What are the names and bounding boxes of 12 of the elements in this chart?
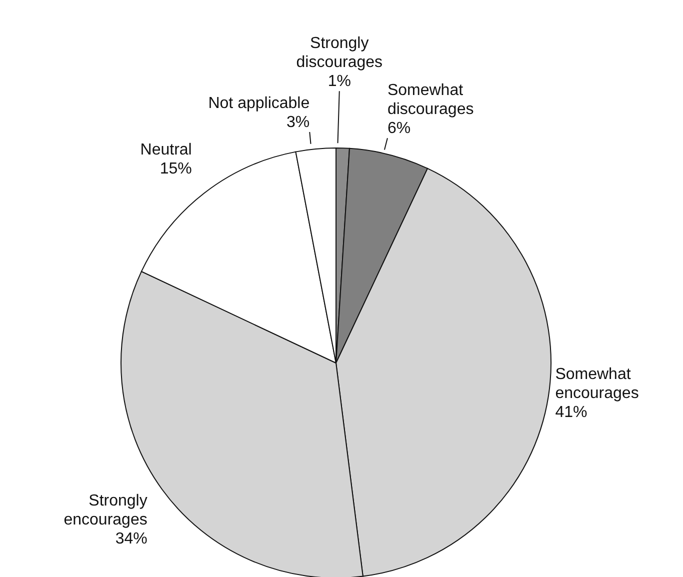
slice-label: Strongly discourages — [296, 35, 383, 72]
data-label: 6% — [387, 120, 411, 138]
data-label: 3% — [286, 114, 310, 132]
slice-label: Not applicable — [208, 95, 310, 112]
data-label: 1% — [328, 73, 351, 90]
slice-label: Neutral — [140, 142, 192, 159]
data-label: 34% — [115, 530, 148, 548]
slice-label: Somewhat discourages — [387, 82, 474, 118]
data-label: 15% — [160, 160, 192, 178]
slice-label: Strongly encourages — [64, 492, 148, 528]
data-label: 41% — [555, 404, 588, 422]
slice-label: Somewhat encourages — [555, 366, 639, 402]
